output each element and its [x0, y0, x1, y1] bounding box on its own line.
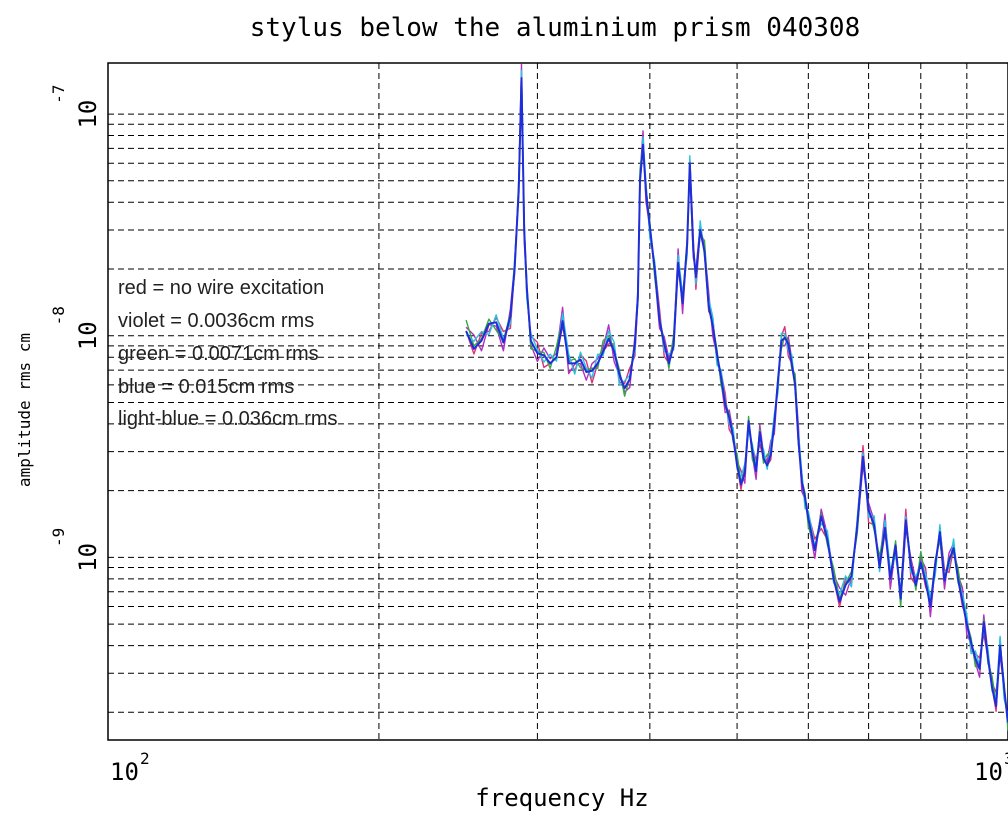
y-tick-exponent: -8	[49, 306, 68, 325]
x-axis-label: frequency Hz	[475, 784, 648, 812]
plot-frame	[107, 62, 1008, 741]
y-tick-label: 10	[74, 543, 102, 572]
legend-entry-violet: violet = 0.0036cm rms	[118, 310, 314, 332]
y-tick-label: 10	[74, 100, 102, 129]
legend-entry-blue: blue = 0.015cm rms	[118, 376, 294, 398]
grid-lines	[108, 63, 1008, 740]
x-tick-label: 10	[974, 758, 1003, 786]
legend: red = no wire excitation violet = 0.0036…	[118, 277, 338, 430]
series-line-violet	[465, 63, 1008, 727]
y-tick-exponent: -9	[49, 528, 68, 547]
x-tick-label: 10	[110, 758, 139, 786]
x-tick-exponent: 2	[140, 749, 150, 768]
series-layer	[465, 63, 1008, 731]
y-tick-exponent: -7	[49, 84, 68, 103]
legend-entry-green: green = 0.0071cm rms	[118, 343, 319, 365]
tick-labels: 10210310-710-810-9	[49, 84, 1008, 786]
legend-entry-red: red = no wire excitation	[118, 277, 324, 299]
series-line-blue	[465, 77, 1008, 723]
y-axis-label: amplitude rms cm	[15, 333, 34, 487]
chart-title: stylus below the aluminium prism 040308	[250, 13, 860, 43]
y-tick-label: 10	[74, 321, 102, 350]
x-tick-exponent: 3	[1004, 749, 1008, 768]
legend-entry-light-blue: light-blue = 0.036cm rms	[118, 408, 338, 430]
